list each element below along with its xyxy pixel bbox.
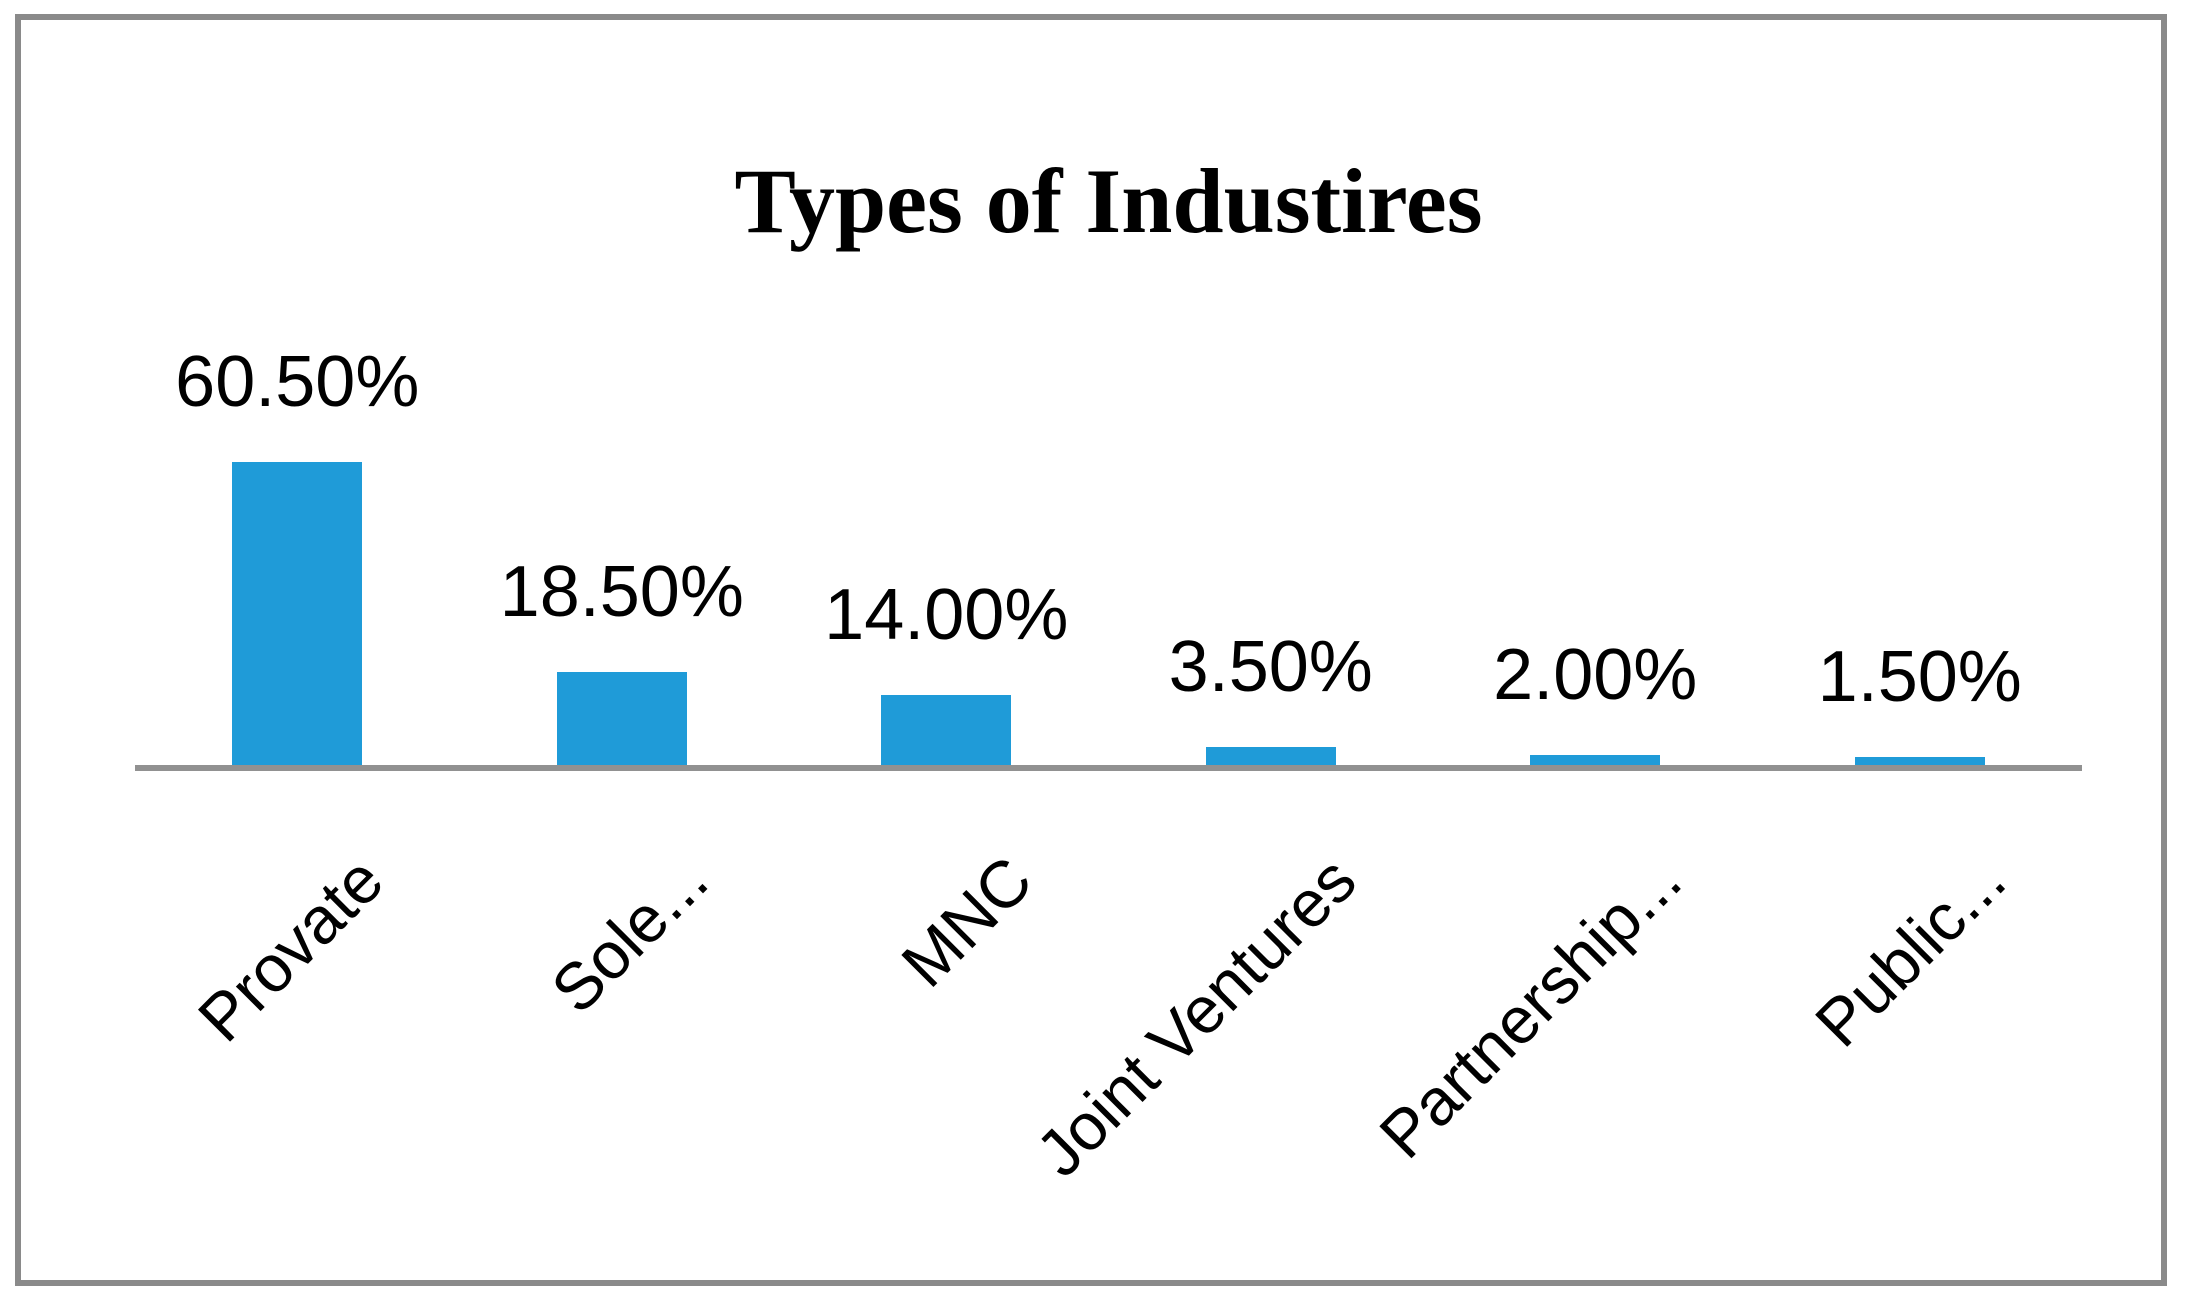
bar <box>1530 755 1661 765</box>
bar <box>232 462 363 765</box>
chart-outer-frame <box>15 14 2167 1286</box>
bar <box>1205 747 1336 765</box>
value-label: 14.00% <box>824 575 1069 655</box>
bar <box>881 695 1012 765</box>
value-label: 1.50% <box>1817 637 2022 717</box>
chart-title: Types of Industires <box>734 150 1483 252</box>
value-label: 18.50% <box>499 552 744 632</box>
value-label: 3.50% <box>1168 627 1373 707</box>
value-label: 2.00% <box>1493 635 1698 715</box>
bar <box>556 672 687 765</box>
bar <box>1854 757 1985 765</box>
x-axis-line <box>135 765 2082 771</box>
value-label: 60.50% <box>175 342 420 422</box>
